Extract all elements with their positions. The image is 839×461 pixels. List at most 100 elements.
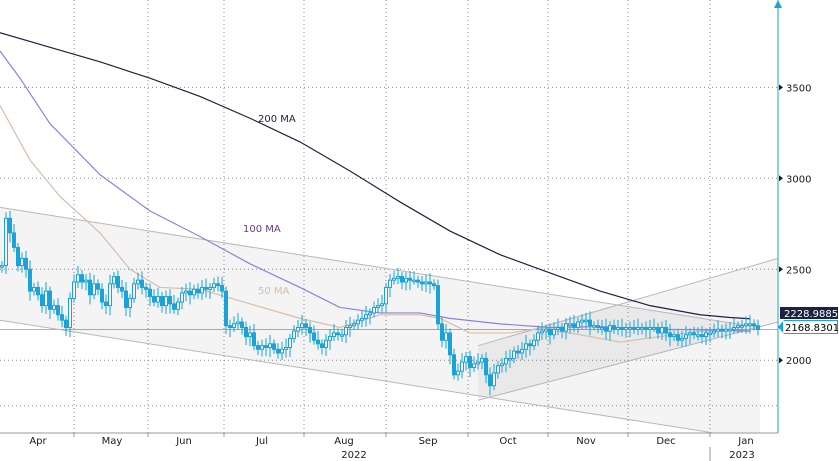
candle (448, 328, 452, 365)
candle (4, 212, 8, 274)
x-month-label: Jan (737, 436, 753, 447)
candle (12, 223, 16, 252)
candle (188, 282, 192, 305)
candle (192, 284, 196, 300)
candle (392, 270, 396, 285)
last-price-tag: 2168.8301 (778, 320, 839, 334)
candle (36, 281, 40, 301)
candle (104, 294, 108, 315)
candle (524, 334, 528, 358)
candle (500, 357, 504, 373)
candle (716, 320, 720, 337)
price-candles (0, 210, 760, 396)
candle (292, 325, 296, 343)
y-axis-arrow (774, 0, 782, 8)
candle (408, 270, 412, 290)
candle (484, 352, 488, 384)
x-month-label: Aug (334, 436, 354, 447)
candle (708, 326, 712, 343)
candle (612, 319, 616, 334)
candle (276, 343, 280, 359)
candle (80, 270, 84, 290)
candle (444, 324, 448, 349)
y-axis-ticks: 2000 2500 3000 3500 (774, 0, 811, 367)
candle (744, 316, 748, 335)
candle (64, 315, 68, 336)
candle (732, 318, 736, 334)
candle (348, 316, 352, 338)
candle (548, 323, 552, 345)
candle (676, 328, 680, 347)
candle (756, 319, 760, 336)
candle (212, 277, 216, 293)
candle (508, 349, 512, 369)
candle (124, 282, 128, 316)
candle (156, 287, 160, 308)
rising-channel-upper-line (477, 257, 778, 347)
candle (440, 316, 444, 348)
candle (288, 333, 292, 358)
x-month-label: Nov (576, 436, 596, 447)
candle (720, 324, 724, 339)
candle (600, 320, 604, 335)
x-month-label: Oct (499, 436, 516, 447)
ma200-price-tag: 2228.9885 (780, 307, 838, 320)
candle (592, 321, 596, 331)
candle (724, 323, 728, 340)
candle (472, 356, 476, 373)
candle (560, 322, 564, 339)
candle (148, 283, 152, 307)
candle (496, 361, 500, 379)
candle (412, 271, 416, 285)
candle (116, 270, 120, 294)
candle (648, 320, 652, 339)
candle (452, 348, 456, 380)
y-tick-label: 2500 (786, 265, 811, 276)
candle (552, 321, 556, 340)
candle (492, 364, 496, 391)
candle (352, 319, 356, 331)
candle (264, 338, 268, 356)
candle (72, 274, 76, 303)
candle (512, 346, 516, 363)
candle (532, 334, 536, 351)
candle (232, 316, 236, 333)
candle (640, 322, 644, 335)
ma50-label: 50 MA (258, 286, 290, 297)
candle (40, 287, 44, 313)
candle (740, 319, 744, 333)
candle (616, 320, 620, 336)
candle (596, 319, 600, 334)
candle (544, 324, 548, 340)
candle (420, 275, 424, 291)
candle (328, 329, 332, 350)
candle (220, 276, 224, 299)
candle (32, 282, 36, 296)
candle (168, 289, 172, 314)
candle (608, 321, 612, 341)
candle (360, 310, 364, 328)
candle (384, 282, 388, 313)
candle (88, 272, 92, 305)
candle (108, 274, 112, 316)
y-tick-label: 3500 (786, 83, 811, 94)
candle (528, 339, 532, 356)
candle (388, 274, 392, 298)
candle (340, 328, 344, 342)
candle (672, 330, 676, 342)
candle (424, 274, 428, 293)
candle (588, 311, 592, 336)
candle (16, 242, 20, 272)
candle (324, 334, 328, 356)
candle (572, 314, 576, 333)
candle (536, 325, 540, 347)
candle (664, 320, 668, 342)
candle (336, 328, 340, 341)
candle (700, 325, 704, 344)
candle (344, 320, 348, 344)
candle (200, 279, 204, 301)
candle (488, 367, 492, 396)
candle (132, 277, 136, 303)
candle (300, 314, 304, 335)
